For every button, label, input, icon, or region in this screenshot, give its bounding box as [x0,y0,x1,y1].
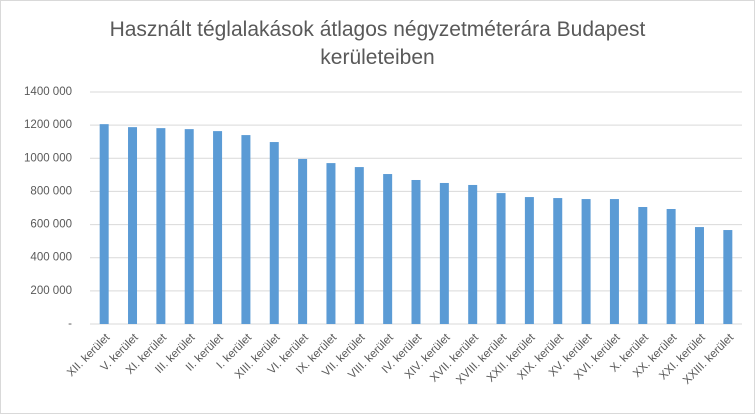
y-tick-label: 400 000 [30,252,72,264]
bar [694,227,704,324]
y-tick-label: 1400 000 [24,86,72,98]
y-tick-label: 200 000 [30,285,72,297]
bar [524,197,534,324]
bar [411,179,421,324]
y-tick-label: 800 000 [30,185,72,197]
bar [638,207,648,324]
bar [723,230,733,324]
y-tick-label: 1000 000 [24,152,72,164]
bar [609,199,619,324]
bar [99,124,109,324]
bar [128,127,138,324]
bar [496,193,506,324]
bar [383,174,393,324]
bar [326,163,336,324]
bar [241,135,251,324]
bar [354,167,364,324]
bar [553,198,563,324]
bar [269,142,279,324]
bar [439,182,449,324]
bar [213,131,223,324]
bar [298,158,308,324]
x-tick-label: XXIII. kerület [681,331,737,387]
bar [581,199,591,324]
y-tick-label: 600 000 [30,219,72,231]
chart-title: Használt téglalakások átlagos négyzetmét… [109,18,646,69]
bar [666,208,676,324]
y-tick-label: 1200 000 [24,119,72,131]
bar [468,184,478,324]
bar [184,129,194,324]
bar [156,128,166,324]
y-tick-label: - [68,318,72,330]
